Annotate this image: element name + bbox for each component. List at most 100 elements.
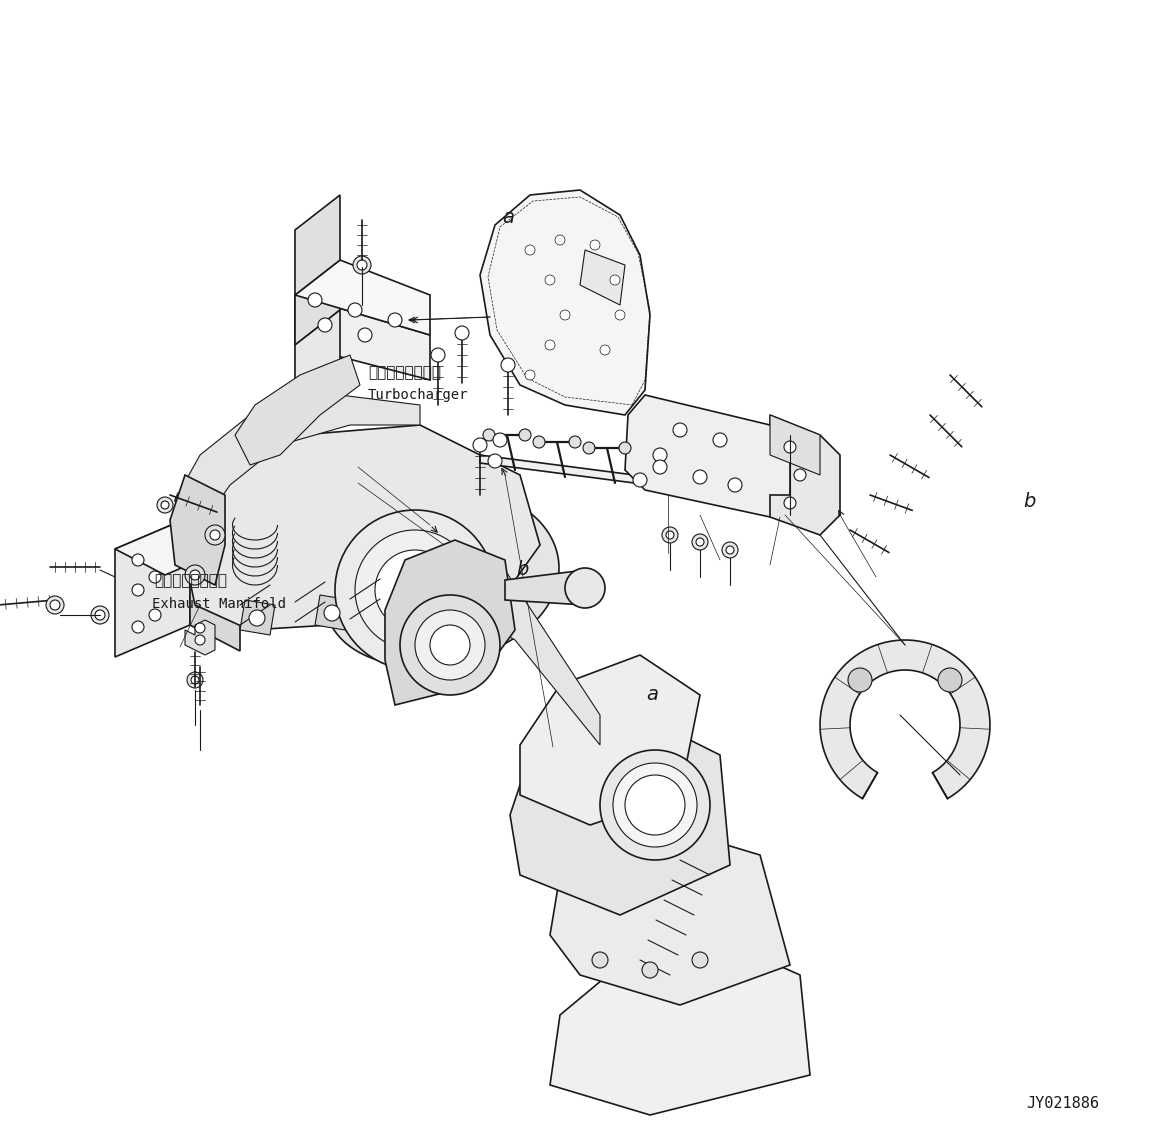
Circle shape [545, 340, 555, 350]
Circle shape [355, 530, 475, 650]
Polygon shape [385, 540, 515, 705]
Circle shape [456, 326, 470, 340]
Polygon shape [550, 935, 809, 1115]
Circle shape [46, 596, 64, 614]
Circle shape [249, 609, 265, 627]
Circle shape [399, 595, 500, 695]
Circle shape [583, 442, 595, 454]
Circle shape [484, 429, 495, 442]
Text: ターボチャージャ: ターボチャージャ [368, 364, 442, 380]
Circle shape [132, 621, 144, 633]
Polygon shape [480, 455, 750, 498]
Circle shape [784, 497, 797, 508]
Polygon shape [480, 190, 651, 415]
Polygon shape [175, 395, 420, 535]
Circle shape [206, 526, 225, 545]
Circle shape [185, 565, 206, 585]
Polygon shape [296, 260, 340, 345]
Polygon shape [505, 570, 585, 605]
Circle shape [95, 609, 105, 620]
Circle shape [359, 328, 371, 342]
Circle shape [590, 239, 600, 250]
Circle shape [642, 962, 658, 978]
Polygon shape [625, 395, 795, 518]
Circle shape [501, 358, 515, 372]
Circle shape [161, 501, 169, 508]
Circle shape [625, 775, 684, 835]
Circle shape [430, 625, 470, 665]
Polygon shape [114, 518, 190, 657]
Circle shape [493, 432, 507, 447]
Polygon shape [550, 825, 790, 1004]
Circle shape [195, 623, 206, 633]
Circle shape [187, 672, 203, 688]
Polygon shape [296, 295, 430, 380]
Polygon shape [171, 476, 225, 585]
Circle shape [150, 609, 161, 621]
Circle shape [691, 952, 708, 968]
Polygon shape [325, 488, 559, 666]
Circle shape [616, 310, 625, 320]
Circle shape [399, 600, 415, 616]
Circle shape [533, 436, 545, 448]
Circle shape [848, 669, 872, 692]
Polygon shape [770, 415, 820, 476]
Circle shape [784, 442, 797, 453]
Circle shape [488, 454, 502, 468]
Polygon shape [580, 250, 625, 305]
Circle shape [691, 533, 708, 550]
Circle shape [545, 275, 555, 285]
Circle shape [524, 370, 535, 380]
Circle shape [353, 257, 371, 274]
Circle shape [569, 436, 580, 448]
Polygon shape [296, 310, 340, 405]
Circle shape [726, 546, 734, 554]
Polygon shape [114, 518, 239, 575]
Polygon shape [510, 715, 730, 915]
Circle shape [600, 345, 610, 355]
Circle shape [633, 473, 647, 487]
Circle shape [673, 423, 687, 437]
Polygon shape [235, 355, 360, 465]
Circle shape [728, 478, 742, 491]
Polygon shape [820, 640, 990, 799]
Polygon shape [296, 260, 430, 335]
Circle shape [696, 538, 704, 546]
Circle shape [653, 448, 667, 462]
Circle shape [132, 554, 144, 566]
Circle shape [415, 609, 485, 680]
Circle shape [150, 571, 161, 583]
Circle shape [357, 260, 367, 270]
Circle shape [693, 470, 707, 484]
Text: JY021886: JY021886 [1027, 1095, 1099, 1111]
Circle shape [91, 606, 109, 624]
Circle shape [375, 550, 456, 630]
Circle shape [794, 469, 806, 481]
Polygon shape [770, 415, 840, 535]
Polygon shape [190, 518, 239, 651]
Circle shape [610, 275, 620, 285]
Circle shape [50, 600, 60, 609]
Circle shape [157, 497, 173, 513]
Circle shape [712, 432, 726, 447]
Circle shape [559, 310, 570, 320]
Circle shape [318, 318, 332, 333]
Circle shape [388, 313, 402, 327]
Circle shape [195, 634, 206, 645]
Text: Exhaust Manifold: Exhaust Manifold [152, 597, 286, 611]
Circle shape [662, 527, 677, 543]
Circle shape [592, 952, 609, 968]
Text: b: b [516, 561, 529, 579]
Polygon shape [520, 655, 700, 825]
Circle shape [613, 763, 697, 847]
Circle shape [600, 750, 710, 860]
Circle shape [192, 676, 199, 684]
Text: b: b [1023, 493, 1036, 511]
Circle shape [308, 293, 322, 306]
Circle shape [653, 460, 667, 474]
Text: a: a [502, 209, 514, 227]
Circle shape [565, 568, 605, 608]
Polygon shape [315, 595, 350, 630]
Circle shape [666, 531, 674, 539]
Polygon shape [465, 570, 600, 745]
